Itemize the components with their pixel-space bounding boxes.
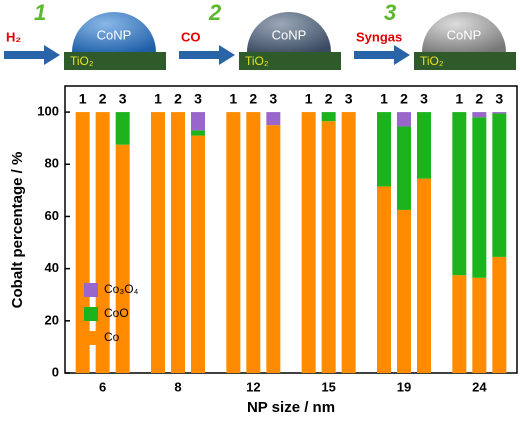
bar-segment	[472, 112, 487, 118]
y-tick-label: 20	[45, 312, 59, 327]
bar-segment	[417, 178, 431, 373]
legend-label: Co	[104, 330, 120, 344]
bar-segment	[226, 112, 241, 373]
arrow-shaft	[354, 51, 394, 59]
bar-segment	[397, 209, 411, 373]
x-tick-label: 12	[246, 379, 260, 394]
x-tick-label: 24	[472, 379, 487, 394]
gas-label: H₂	[6, 29, 21, 44]
legend-label: Co₃O₄	[104, 282, 139, 296]
bar-number: 2	[475, 91, 483, 107]
legend-label: CoO	[104, 306, 129, 320]
arrow-head	[394, 45, 410, 65]
legend-swatch	[84, 283, 98, 297]
bar-segment	[341, 112, 356, 373]
bar-segment	[266, 125, 281, 374]
bar-number: 3	[345, 91, 353, 107]
particle-label: CoNP	[447, 27, 482, 42]
bar-segment	[115, 144, 130, 373]
gas-label: CO	[181, 29, 201, 44]
bar-segment	[191, 112, 205, 131]
bar-segment	[301, 112, 316, 373]
y-tick-label: 100	[37, 104, 59, 119]
bar-segment	[246, 112, 261, 373]
bar-segment	[492, 113, 507, 257]
bar-segment	[472, 277, 487, 373]
x-tick-label: 6	[99, 379, 106, 394]
bar-number: 1	[154, 91, 162, 107]
nanoparticle	[72, 12, 156, 52]
step-number: 2	[208, 0, 222, 25]
y-tick-label: 0	[52, 364, 59, 379]
x-axis-label: NP size / nm	[247, 399, 335, 416]
y-tick-label: 80	[45, 156, 59, 171]
bar-segment	[115, 112, 130, 145]
bar-number: 1	[380, 91, 388, 107]
bar-segment	[321, 121, 336, 374]
x-tick-label: 8	[174, 379, 181, 394]
support	[239, 52, 341, 70]
support-label: TiO₂	[70, 54, 94, 68]
bar-segment	[95, 112, 110, 373]
bar-segment	[417, 112, 431, 179]
y-tick-label: 40	[45, 260, 59, 275]
support	[414, 52, 516, 70]
arrow-head	[219, 45, 235, 65]
bar-segment	[377, 112, 391, 187]
step-number: 3	[384, 0, 396, 25]
bar-segment	[191, 130, 205, 136]
bar-number: 3	[194, 91, 202, 107]
bar-segment	[492, 112, 507, 114]
bar-segment	[472, 117, 487, 278]
x-tick-label: 19	[397, 379, 411, 394]
bar-segment	[452, 112, 467, 276]
bar-segment	[321, 112, 336, 122]
bar-number: 1	[229, 91, 237, 107]
bar-number: 2	[325, 91, 333, 107]
bar-number: 1	[305, 91, 313, 107]
plot-frame	[64, 85, 518, 374]
bar-number: 2	[249, 91, 257, 107]
bar-number: 1	[79, 91, 87, 107]
arrow-shaft	[179, 51, 219, 59]
particle-label: CoNP	[97, 27, 132, 42]
bar-segment	[397, 112, 411, 127]
bar-number: 1	[455, 91, 463, 107]
support	[64, 52, 166, 70]
bar-segment	[171, 112, 185, 373]
support-label: TiO₂	[420, 54, 444, 68]
bar-segment	[151, 112, 165, 373]
bar-segment	[377, 186, 391, 373]
bar-number: 3	[119, 91, 127, 107]
bar-number: 2	[400, 91, 408, 107]
y-tick-label: 60	[45, 208, 59, 223]
bar-segment	[397, 126, 411, 210]
step-number: 1	[34, 0, 46, 25]
particle-label: CoNP	[272, 27, 307, 42]
bar-segment	[266, 112, 281, 126]
arrow-head	[44, 45, 60, 65]
y-axis-label: Cobalt percentage / %	[9, 152, 26, 309]
legend-swatch	[84, 307, 98, 321]
bar-number: 2	[99, 91, 107, 107]
nanoparticle	[422, 12, 506, 52]
bar-segment	[492, 256, 507, 373]
gas-label: Syngas	[356, 29, 402, 44]
support-label: TiO₂	[245, 54, 269, 68]
bar-number: 3	[420, 91, 428, 107]
arrow-shaft	[4, 51, 44, 59]
bar-number: 2	[174, 91, 182, 107]
bar-segment	[191, 135, 205, 373]
nanoparticle	[247, 12, 331, 52]
bar-number: 3	[495, 91, 503, 107]
x-tick-label: 15	[321, 379, 335, 394]
bar-number: 3	[269, 91, 277, 107]
bar-segment	[452, 275, 467, 373]
legend-swatch	[84, 331, 98, 345]
